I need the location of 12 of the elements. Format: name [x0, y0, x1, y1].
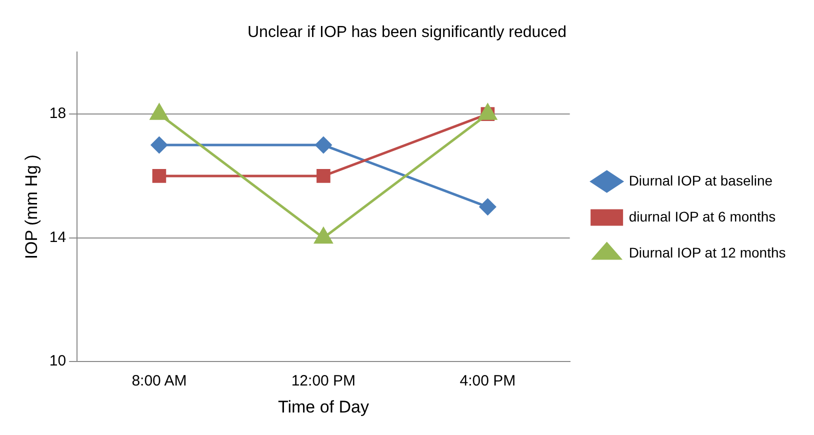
y-tick-label: 10	[49, 352, 66, 370]
y-axis-title: IOP (mm Hg )	[22, 154, 41, 260]
x-tick-label: 12:00 PM	[291, 372, 356, 390]
legend-label: Diurnal IOP at baseline	[628, 172, 773, 188]
x-tick-label: 8:00 AM	[132, 372, 187, 390]
x-axis-title: Time of Day	[278, 397, 370, 416]
legend-label: Diurnal IOP at 12 months	[628, 244, 786, 260]
chart-title: Unclear if IOP has been significantly reduced	[248, 24, 566, 42]
y-tick-label: 18	[49, 105, 66, 122]
y-tick-label: 14	[49, 228, 66, 246]
x-tick-label: 4:00 PM	[460, 372, 516, 390]
legend-label: diurnal IOP at 6 months	[628, 208, 776, 224]
